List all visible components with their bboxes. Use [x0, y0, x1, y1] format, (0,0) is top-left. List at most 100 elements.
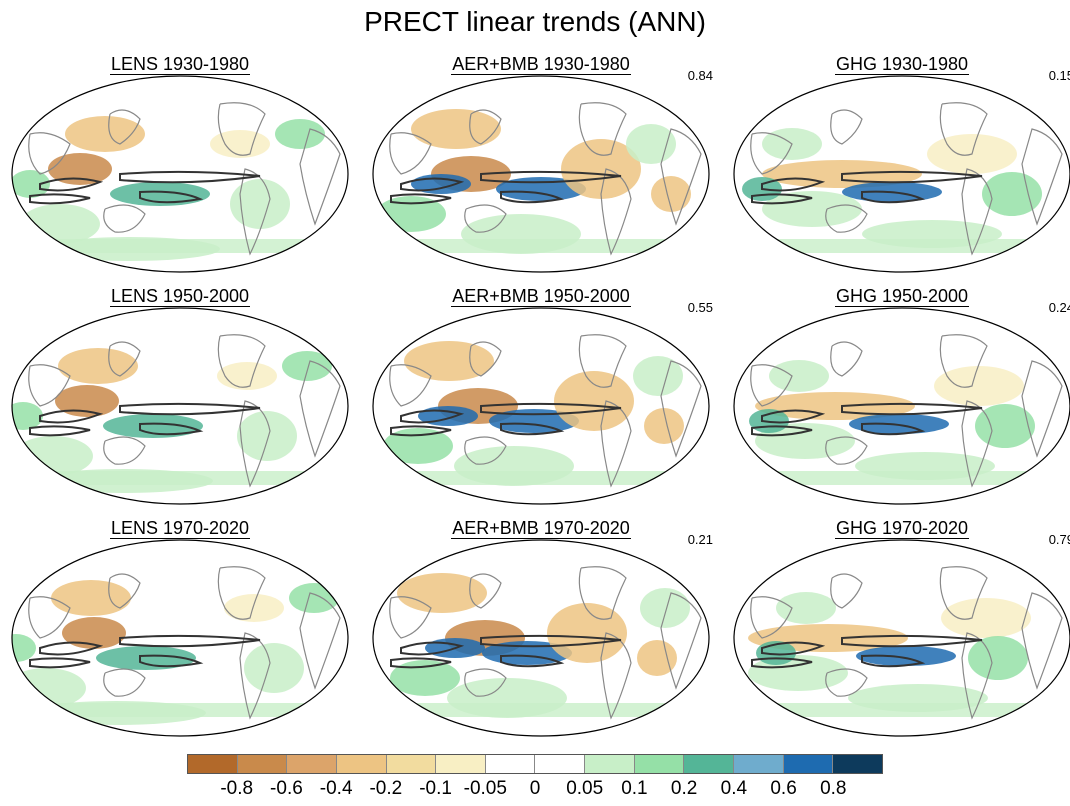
coastline	[660, 128, 702, 226]
coastline	[961, 400, 993, 488]
coastline	[1021, 128, 1063, 226]
colorbar-tick-label: -0.05	[463, 778, 507, 799]
coastline	[217, 334, 266, 388]
map-outline	[11, 307, 349, 505]
trend-region	[561, 139, 641, 199]
trend-region	[210, 130, 270, 158]
climatology-contour	[139, 654, 204, 668]
climatology-contour	[480, 634, 622, 648]
colorbar-swatch	[287, 755, 337, 773]
panel-title: GHG 1970-2020	[732, 518, 1070, 539]
trend-region	[633, 356, 683, 396]
panel-title: GHG 1950-2000	[732, 286, 1070, 307]
map-outline	[733, 307, 1070, 505]
colorbar-swatch	[783, 755, 834, 773]
colorbar-tick-label: 0.1	[621, 778, 648, 799]
climatology-contour	[139, 422, 204, 436]
trend-region	[856, 646, 956, 666]
colorbar-tick-label: 0.2	[670, 778, 698, 799]
robinson-map	[11, 539, 349, 737]
coastline	[578, 334, 627, 388]
coastline	[299, 592, 341, 690]
panel-title-text: AER+BMB 1970-2020	[451, 518, 631, 539]
climatology-contour	[119, 170, 261, 184]
trend-region	[58, 348, 138, 384]
climatology-contour	[841, 170, 983, 184]
coastline	[830, 109, 863, 145]
robinson-map	[733, 539, 1070, 737]
colorbar-labels: -0.8 -0.6 -0.4 -0.2 -0.1 -0.05 0 0.05 0.1 0.2 0.4 0…	[187, 778, 883, 800]
coastline	[600, 632, 632, 720]
map-panel: AER+BMB 1950-2000 0.55	[371, 286, 713, 510]
coastline	[939, 334, 988, 388]
robinson-map	[372, 75, 710, 273]
coastline	[939, 102, 988, 156]
colorbar-swatch	[535, 755, 586, 773]
panel-title-text: AER+BMB 1930-1980	[451, 54, 631, 75]
map-panel: GHG 1970-2020 0.79	[732, 518, 1070, 742]
coastline	[103, 436, 146, 465]
coastline	[825, 204, 868, 233]
southern-ocean-band	[373, 703, 709, 717]
coastline	[28, 364, 71, 407]
pattern-correlation: 0.21	[687, 532, 713, 547]
trend-region	[934, 366, 1024, 406]
coastline	[660, 592, 702, 690]
climatology-contour	[39, 177, 104, 192]
southern-ocean-band	[12, 703, 348, 717]
trend-region	[244, 643, 304, 693]
colorbar-tick-label: 0.8	[820, 778, 847, 799]
trend-region	[12, 634, 36, 662]
southern-ocean-band	[12, 239, 348, 253]
coastline	[389, 596, 432, 639]
trend-region	[20, 204, 100, 244]
trend-region	[637, 640, 677, 676]
colorbar-tick-label: 0	[529, 778, 541, 799]
figure-title: PRECT linear trends (ANN)	[364, 6, 706, 37]
colorbar-tick-label: 0.6	[770, 778, 797, 799]
trend-region	[975, 404, 1035, 448]
trend-region	[762, 191, 862, 227]
coastline	[217, 102, 266, 156]
climatology-contour	[761, 177, 826, 192]
trend-region	[96, 646, 196, 670]
trend-region	[640, 588, 690, 628]
coastline	[961, 632, 993, 720]
southern-ocean-band	[734, 703, 1070, 717]
trend-region	[289, 583, 339, 613]
coastline	[660, 360, 702, 458]
coastline	[389, 132, 432, 175]
trend-region	[103, 414, 203, 438]
colorbar-swatch	[336, 755, 387, 773]
panel-title: LENS 1950-2000	[10, 286, 350, 307]
coastline	[825, 668, 868, 697]
southern-ocean-band	[373, 239, 709, 253]
trend-region	[397, 573, 487, 613]
climatology-contour	[751, 193, 813, 205]
climatology-contour	[761, 409, 826, 424]
pattern-correlation: 0.55	[687, 300, 713, 315]
coastline	[239, 168, 271, 256]
map-outline	[11, 539, 349, 737]
panel-title: LENS 1930-1980	[10, 54, 350, 75]
trend-region	[411, 109, 501, 149]
coastline	[578, 566, 627, 620]
coastline	[469, 573, 502, 609]
map-outline	[11, 75, 349, 273]
coastline	[299, 360, 341, 458]
colorbar	[187, 754, 883, 774]
map-panel: LENS 1930-1980	[10, 54, 350, 278]
robinson-map	[11, 307, 349, 505]
trend-region	[237, 411, 297, 461]
coastline	[469, 109, 502, 145]
map-panel: AER+BMB 1930-1980 0.84	[371, 54, 713, 278]
coastline	[108, 573, 141, 609]
coastline	[217, 566, 266, 620]
coastline	[28, 596, 71, 639]
coastline	[108, 341, 141, 377]
pattern-correlation: 0.84	[687, 68, 713, 83]
southern-ocean-band	[373, 471, 709, 485]
colorbar-swatch	[386, 755, 437, 773]
climatology-contour	[841, 402, 983, 416]
robinson-map	[372, 307, 710, 505]
